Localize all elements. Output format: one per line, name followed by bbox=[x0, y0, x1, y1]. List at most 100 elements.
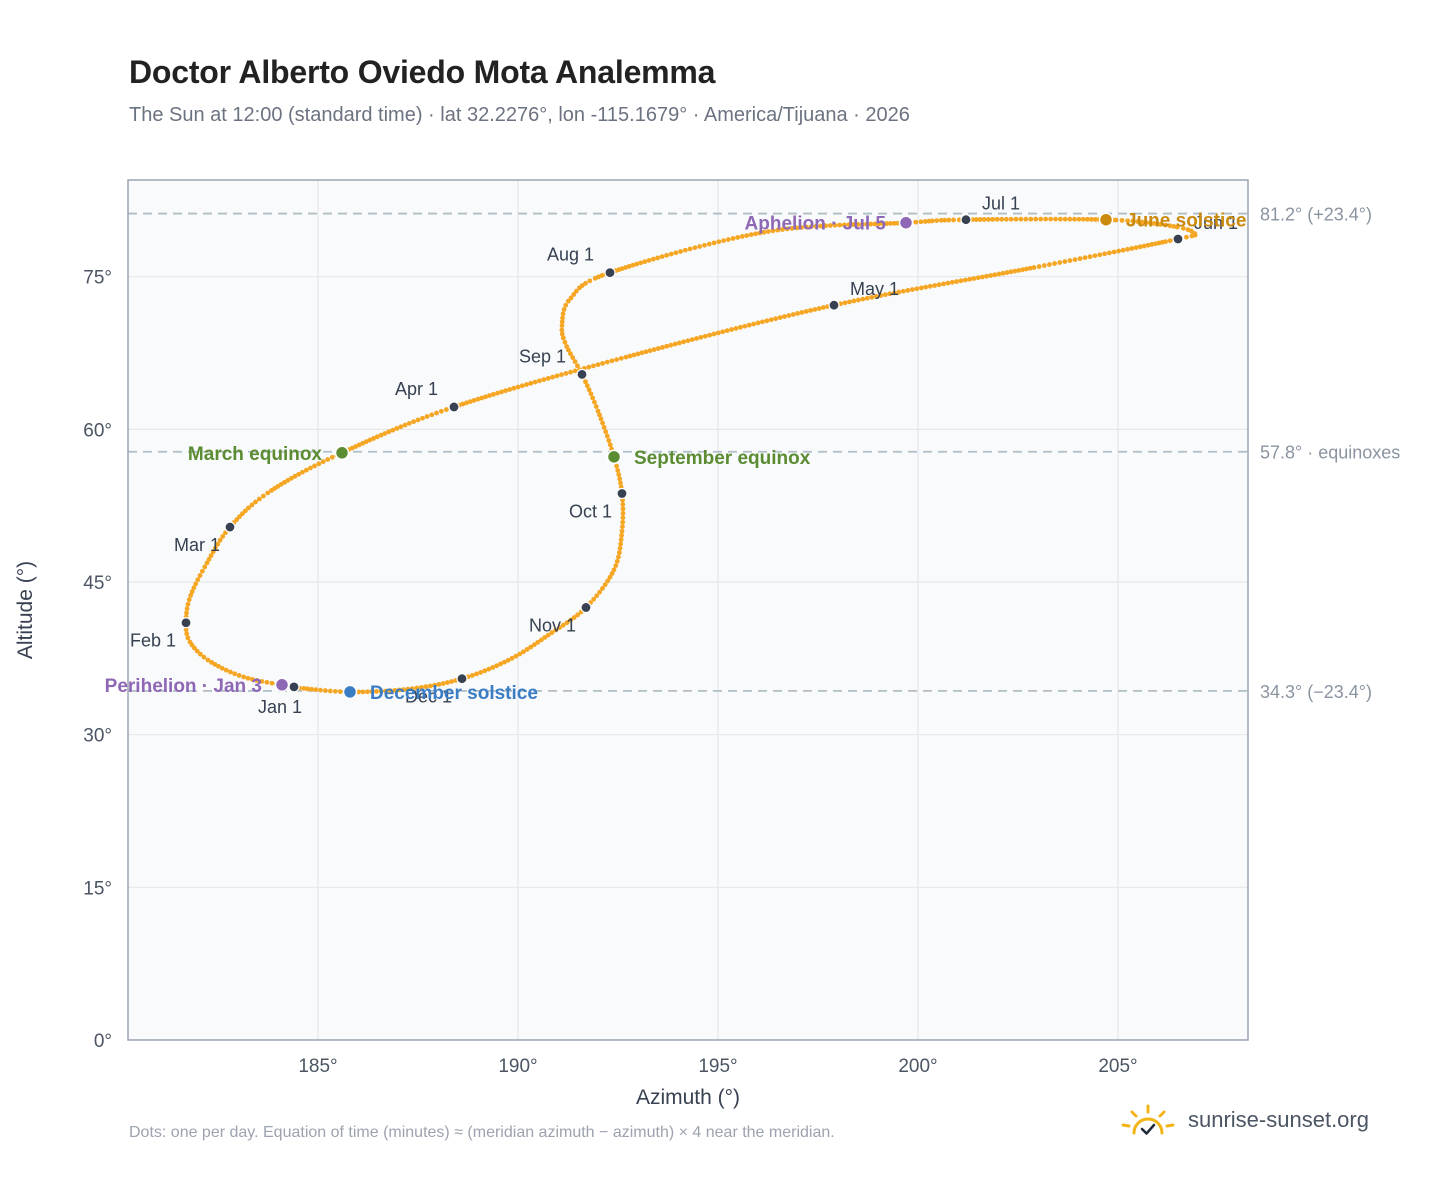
day-dot bbox=[563, 370, 569, 376]
day-dot bbox=[631, 352, 637, 358]
chart-subtitle: The Sun at 12:00 (standard time) · lat 3… bbox=[129, 104, 910, 126]
day-dot bbox=[643, 349, 649, 355]
day-dot bbox=[1185, 227, 1191, 233]
day-dot bbox=[356, 689, 361, 695]
day-dot bbox=[1024, 266, 1029, 272]
day-dot bbox=[891, 290, 897, 296]
day-dot bbox=[795, 311, 800, 316]
day-dot bbox=[568, 369, 573, 375]
day-dot bbox=[799, 310, 805, 315]
event-marker-label: Aphelion · Jul 5 bbox=[745, 214, 887, 235]
day-dot bbox=[746, 322, 752, 328]
event-marker-dot bbox=[334, 445, 350, 461]
month-marker-dot bbox=[448, 401, 460, 413]
day-dot bbox=[505, 657, 511, 663]
day-dot bbox=[591, 363, 596, 369]
day-dot bbox=[698, 334, 704, 340]
day-dot bbox=[1076, 216, 1082, 222]
day-dot bbox=[545, 375, 551, 381]
day-dot bbox=[253, 499, 258, 505]
day-dot bbox=[305, 686, 310, 692]
day-dot bbox=[1135, 219, 1141, 224]
day-dot bbox=[729, 327, 734, 332]
day-dot bbox=[440, 681, 446, 686]
day-dot bbox=[600, 360, 606, 366]
day-dot bbox=[1008, 216, 1014, 222]
day-dot bbox=[288, 475, 294, 481]
day-dot bbox=[586, 387, 592, 393]
day-dot bbox=[531, 642, 537, 648]
day-dot bbox=[411, 419, 417, 425]
day-dot bbox=[707, 332, 713, 338]
day-dot bbox=[406, 420, 412, 426]
month-marker-dot bbox=[1172, 233, 1184, 245]
day-dot bbox=[590, 395, 596, 401]
day-dot bbox=[550, 374, 556, 380]
day-dot bbox=[571, 615, 577, 620]
day-dot bbox=[193, 581, 199, 587]
day-dot bbox=[900, 288, 906, 294]
day-dot bbox=[735, 235, 741, 240]
day-dot bbox=[588, 391, 594, 397]
day-dot bbox=[1087, 254, 1093, 260]
day-dot bbox=[600, 586, 605, 591]
day-dot bbox=[419, 684, 424, 690]
month-marker-label: Jul 1 bbox=[982, 194, 1020, 214]
day-dot bbox=[687, 246, 693, 252]
day-dot bbox=[868, 221, 874, 227]
month-marker-label: Aug 1 bbox=[547, 245, 594, 265]
day-dot bbox=[954, 279, 960, 284]
day-dot bbox=[420, 415, 425, 421]
brand-logo[interactable]: sunrise-sunset.org bbox=[1120, 1103, 1369, 1137]
day-dot bbox=[1023, 216, 1029, 222]
day-dot bbox=[716, 239, 722, 245]
day-dot bbox=[880, 221, 886, 227]
event-marker-dot bbox=[342, 684, 358, 700]
day-dot bbox=[606, 438, 612, 443]
day-dot bbox=[694, 336, 699, 341]
day-dot bbox=[184, 631, 190, 637]
day-dot bbox=[494, 663, 500, 669]
y-tick-label: 30° bbox=[83, 726, 112, 747]
plot-frame bbox=[127, 179, 1249, 1041]
day-dot bbox=[386, 429, 392, 435]
day-dot bbox=[601, 424, 607, 430]
day-dot bbox=[914, 286, 920, 292]
day-dot bbox=[571, 292, 577, 297]
day-dot bbox=[613, 563, 619, 568]
day-dot bbox=[913, 219, 919, 225]
day-dot bbox=[859, 221, 865, 227]
day-dot bbox=[620, 502, 626, 507]
day-dot bbox=[371, 436, 376, 441]
plot-background bbox=[128, 180, 1248, 1040]
day-dot bbox=[185, 635, 191, 641]
day-dot bbox=[210, 549, 216, 555]
day-dot bbox=[909, 287, 915, 292]
day-dot bbox=[611, 567, 617, 573]
y-axis-label: Altitude (°) bbox=[14, 561, 37, 659]
day-dot bbox=[572, 359, 578, 364]
day-dot bbox=[1125, 218, 1131, 224]
day-dot bbox=[285, 477, 291, 483]
day-dot bbox=[655, 255, 661, 261]
day-dot bbox=[415, 417, 421, 423]
day-dot bbox=[623, 354, 629, 360]
day-dot bbox=[1085, 216, 1090, 222]
day-dot bbox=[1141, 243, 1147, 249]
day-dot bbox=[223, 667, 229, 673]
day-dot bbox=[382, 431, 388, 436]
day-dot bbox=[1020, 267, 1026, 273]
month-marker-label: Apr 1 bbox=[395, 379, 438, 399]
day-dot bbox=[1163, 222, 1168, 228]
day-dot bbox=[392, 687, 398, 693]
day-dot bbox=[449, 679, 454, 684]
day-dot bbox=[434, 410, 439, 416]
day-dot bbox=[444, 680, 450, 685]
day-dot bbox=[609, 358, 615, 364]
day-dot bbox=[594, 593, 600, 599]
day-dot bbox=[818, 223, 824, 229]
day-dot bbox=[593, 404, 599, 409]
day-dot bbox=[985, 217, 991, 222]
day-dot bbox=[1102, 251, 1108, 257]
day-dot bbox=[320, 459, 326, 465]
